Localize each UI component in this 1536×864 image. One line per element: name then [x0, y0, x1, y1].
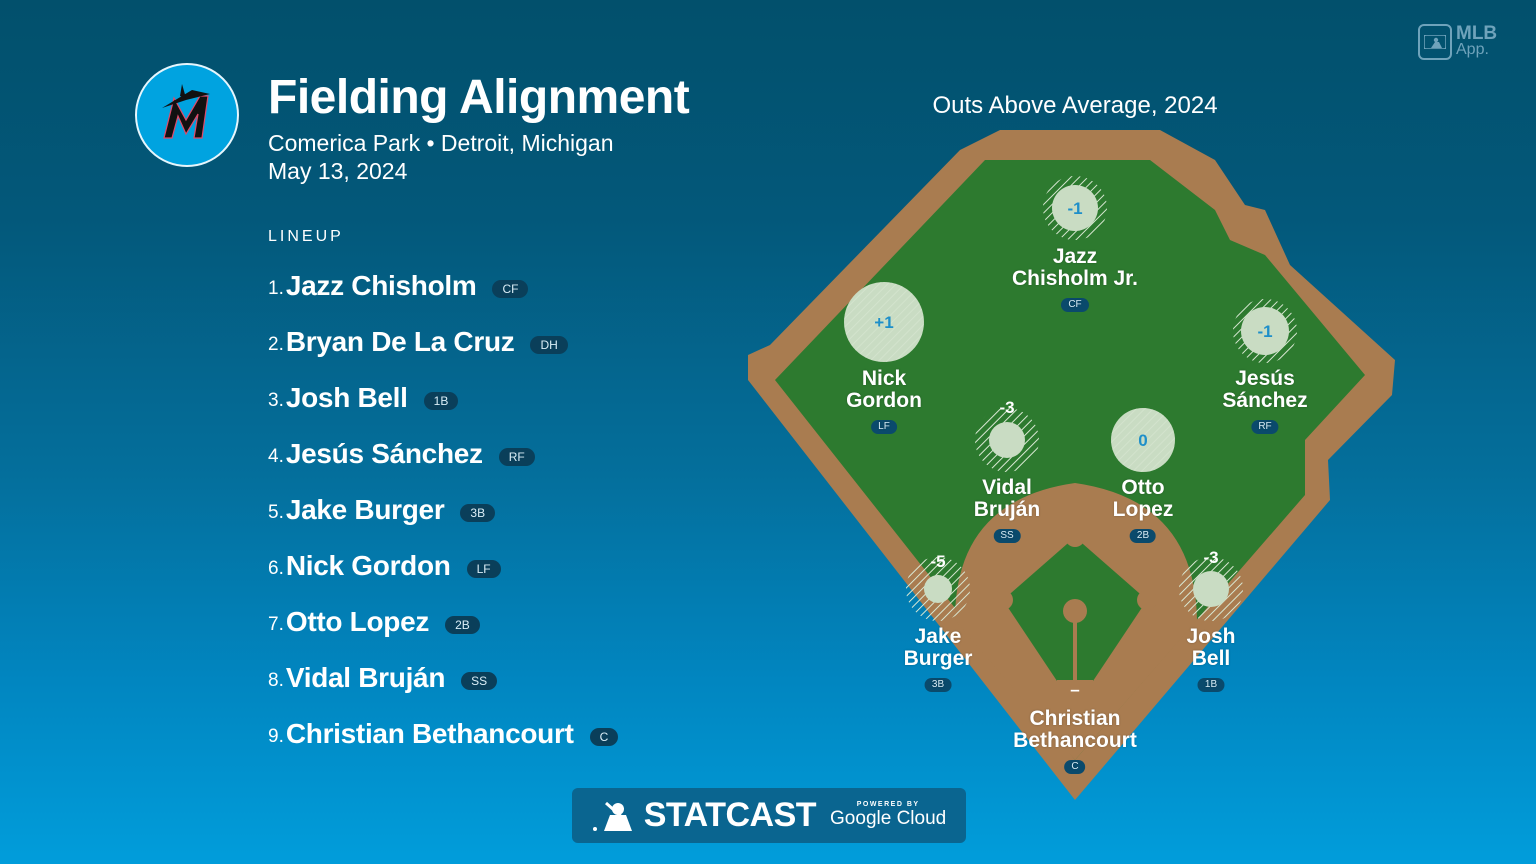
lineup-item: 2. Bryan De La Cruz DH — [268, 314, 618, 370]
lineup-number: 7. — [268, 614, 284, 635]
oaa-value-lf: +1 — [874, 313, 894, 332]
oaa-value-cf: -1 — [1067, 199, 1083, 218]
position-badge: LF — [466, 560, 501, 578]
lineup-item: 4. Jesús Sánchez RF — [268, 426, 618, 482]
fielder-last-name: Bell — [1191, 647, 1231, 670]
position-badge: 3B — [460, 504, 496, 522]
lineup-item: 6. Nick Gordon LF — [268, 538, 618, 594]
fielder-label-1b: Josh Bell 1B — [1186, 625, 1236, 692]
fielder-last-name: Burger — [903, 647, 973, 670]
lineup-number: 3. — [268, 390, 284, 411]
player-name: Josh Bell — [285, 382, 408, 413]
player-name: Jesús Sánchez — [285, 438, 483, 469]
position-badge: C — [589, 728, 619, 746]
player-name: Jazz Chisholm — [285, 270, 477, 301]
fielder-label-ss: Vidal Bruján SS — [973, 476, 1041, 543]
position-badge: 2B — [445, 616, 480, 634]
lineup-item: 7. Otto Lopez 2B — [268, 594, 618, 650]
fielder-last-name: Gordon — [846, 389, 922, 412]
lineup-number: 9. — [268, 726, 284, 747]
player-name: Bryan De La Cruz — [285, 326, 515, 357]
fielder-position-badge: 2B — [1129, 529, 1157, 543]
lineup-item: 5. Jake Burger 3B — [268, 482, 618, 538]
fielder-position-badge: 3B — [924, 678, 952, 692]
fielder-last-name: Lopez — [1112, 498, 1174, 521]
fielder-label-3b: Jake Burger 3B — [903, 625, 973, 692]
fielder-position-badge: SS — [993, 529, 1021, 543]
fielder-label-c: Christian Bethancourt C — [1013, 708, 1137, 774]
fielder-position-badge: RF — [1251, 420, 1279, 434]
venue-text: Comerica Park • Detroit, Michigan — [268, 130, 614, 156]
fielder-first-name: Vidal — [982, 476, 1032, 499]
fielder-first-name: Christian — [1029, 707, 1121, 730]
lineup-number: 2. — [268, 334, 284, 355]
powered-by-text: POWERED BY — [856, 801, 920, 808]
fielder-last-name: Bruján — [973, 498, 1041, 521]
outfield-grass — [775, 160, 1365, 760]
fielder-position-badge: 1B — [1197, 678, 1225, 692]
lineup-heading: LINEUP — [268, 228, 344, 245]
fielder-last-name: Chisholm Jr. — [1011, 267, 1139, 290]
fielder-first-name: Otto — [1121, 476, 1165, 499]
oaa-value-c: – — [1070, 680, 1080, 699]
mlb-app-line1: MLB — [1456, 23, 1498, 44]
oaa-value-ss: -3 — [999, 398, 1015, 417]
lineup-list: 1. Jazz Chisholm CF 2. Bryan De La Cruz DH 3… — [268, 258, 619, 762]
lineup-number: 4. — [268, 446, 284, 467]
player-name: Nick Gordon — [285, 550, 451, 581]
lineup-number: 1. — [268, 278, 284, 299]
fielder-label-lf: Nick Gordon LF — [846, 368, 922, 434]
fielder-label-cf: Jazz Chisholm Jr. CF — [1012, 246, 1138, 312]
mlb-batter-logo-icon — [592, 801, 632, 831]
fielder-last-name: Sánchez — [1222, 389, 1308, 412]
oaa-value-1b: -3 — [1203, 548, 1219, 567]
fielder-position-badge: C — [1064, 760, 1086, 774]
google-cloud-text: Google Cloud — [830, 808, 947, 829]
fielder-position-badge: CF — [1061, 298, 1089, 312]
fielder-first-name: Jazz — [1052, 245, 1098, 268]
team-logo — [135, 63, 239, 167]
lineup-item: 8. Vidal Bruján SS — [268, 650, 618, 706]
lineup-item: 9. Christian Bethancourt C — [268, 706, 619, 762]
fielder-first-name: Nick — [861, 367, 907, 390]
mlb-app-line2: App. — [1456, 41, 1489, 58]
oaa-value-2b: 0 — [1138, 431, 1148, 450]
statcast-banner: STATCAST POWERED BY Google Cloud — [572, 788, 966, 843]
field-chart-title: Outs Above Average, 2024 — [932, 92, 1218, 119]
lineup-number: 5. — [268, 502, 284, 523]
mlb-logo-icon — [1418, 24, 1452, 60]
mlb-app-logo: MLB App. — [1418, 24, 1497, 60]
fielder-first-name: Jake — [914, 625, 962, 648]
marlins-logo-icon — [162, 84, 210, 139]
player-name: Otto Lopez — [285, 606, 430, 637]
fielder-first-name: Jesús — [1235, 367, 1295, 390]
player-name: Jake Burger — [285, 494, 445, 525]
position-badge: 1B — [423, 392, 459, 410]
lineup-number: 8. — [268, 670, 284, 691]
fielder-position-badge: LF — [871, 420, 897, 434]
oaa-value-rf: -1 — [1257, 322, 1273, 341]
fielder-first-name: Josh — [1186, 625, 1236, 648]
lineup-item: 1. Jazz Chisholm CF — [268, 258, 618, 314]
lineup-number: 6. — [268, 558, 284, 579]
position-badge: RF — [498, 448, 535, 466]
game-date: May 13, 2024 — [268, 158, 408, 184]
fielder-label-rf: Jesús Sánchez RF — [1222, 367, 1308, 434]
fielder-label-2b: Otto Lopez 2B — [1112, 476, 1174, 543]
position-badge: SS — [461, 672, 498, 690]
statcast-wordmark: STATCAST — [643, 796, 817, 834]
position-badge: DH — [530, 336, 568, 354]
fielder-last-name: Bethancourt — [1013, 729, 1137, 752]
position-badge: CF — [492, 280, 529, 298]
lineup-item: 3. Josh Bell 1B — [268, 370, 618, 426]
player-name: Christian Bethancourt — [285, 718, 574, 749]
player-name: Vidal Bruján — [285, 662, 446, 693]
page-title: Fielding Alignment — [268, 71, 690, 124]
oaa-value-3b: -5 — [930, 552, 946, 571]
